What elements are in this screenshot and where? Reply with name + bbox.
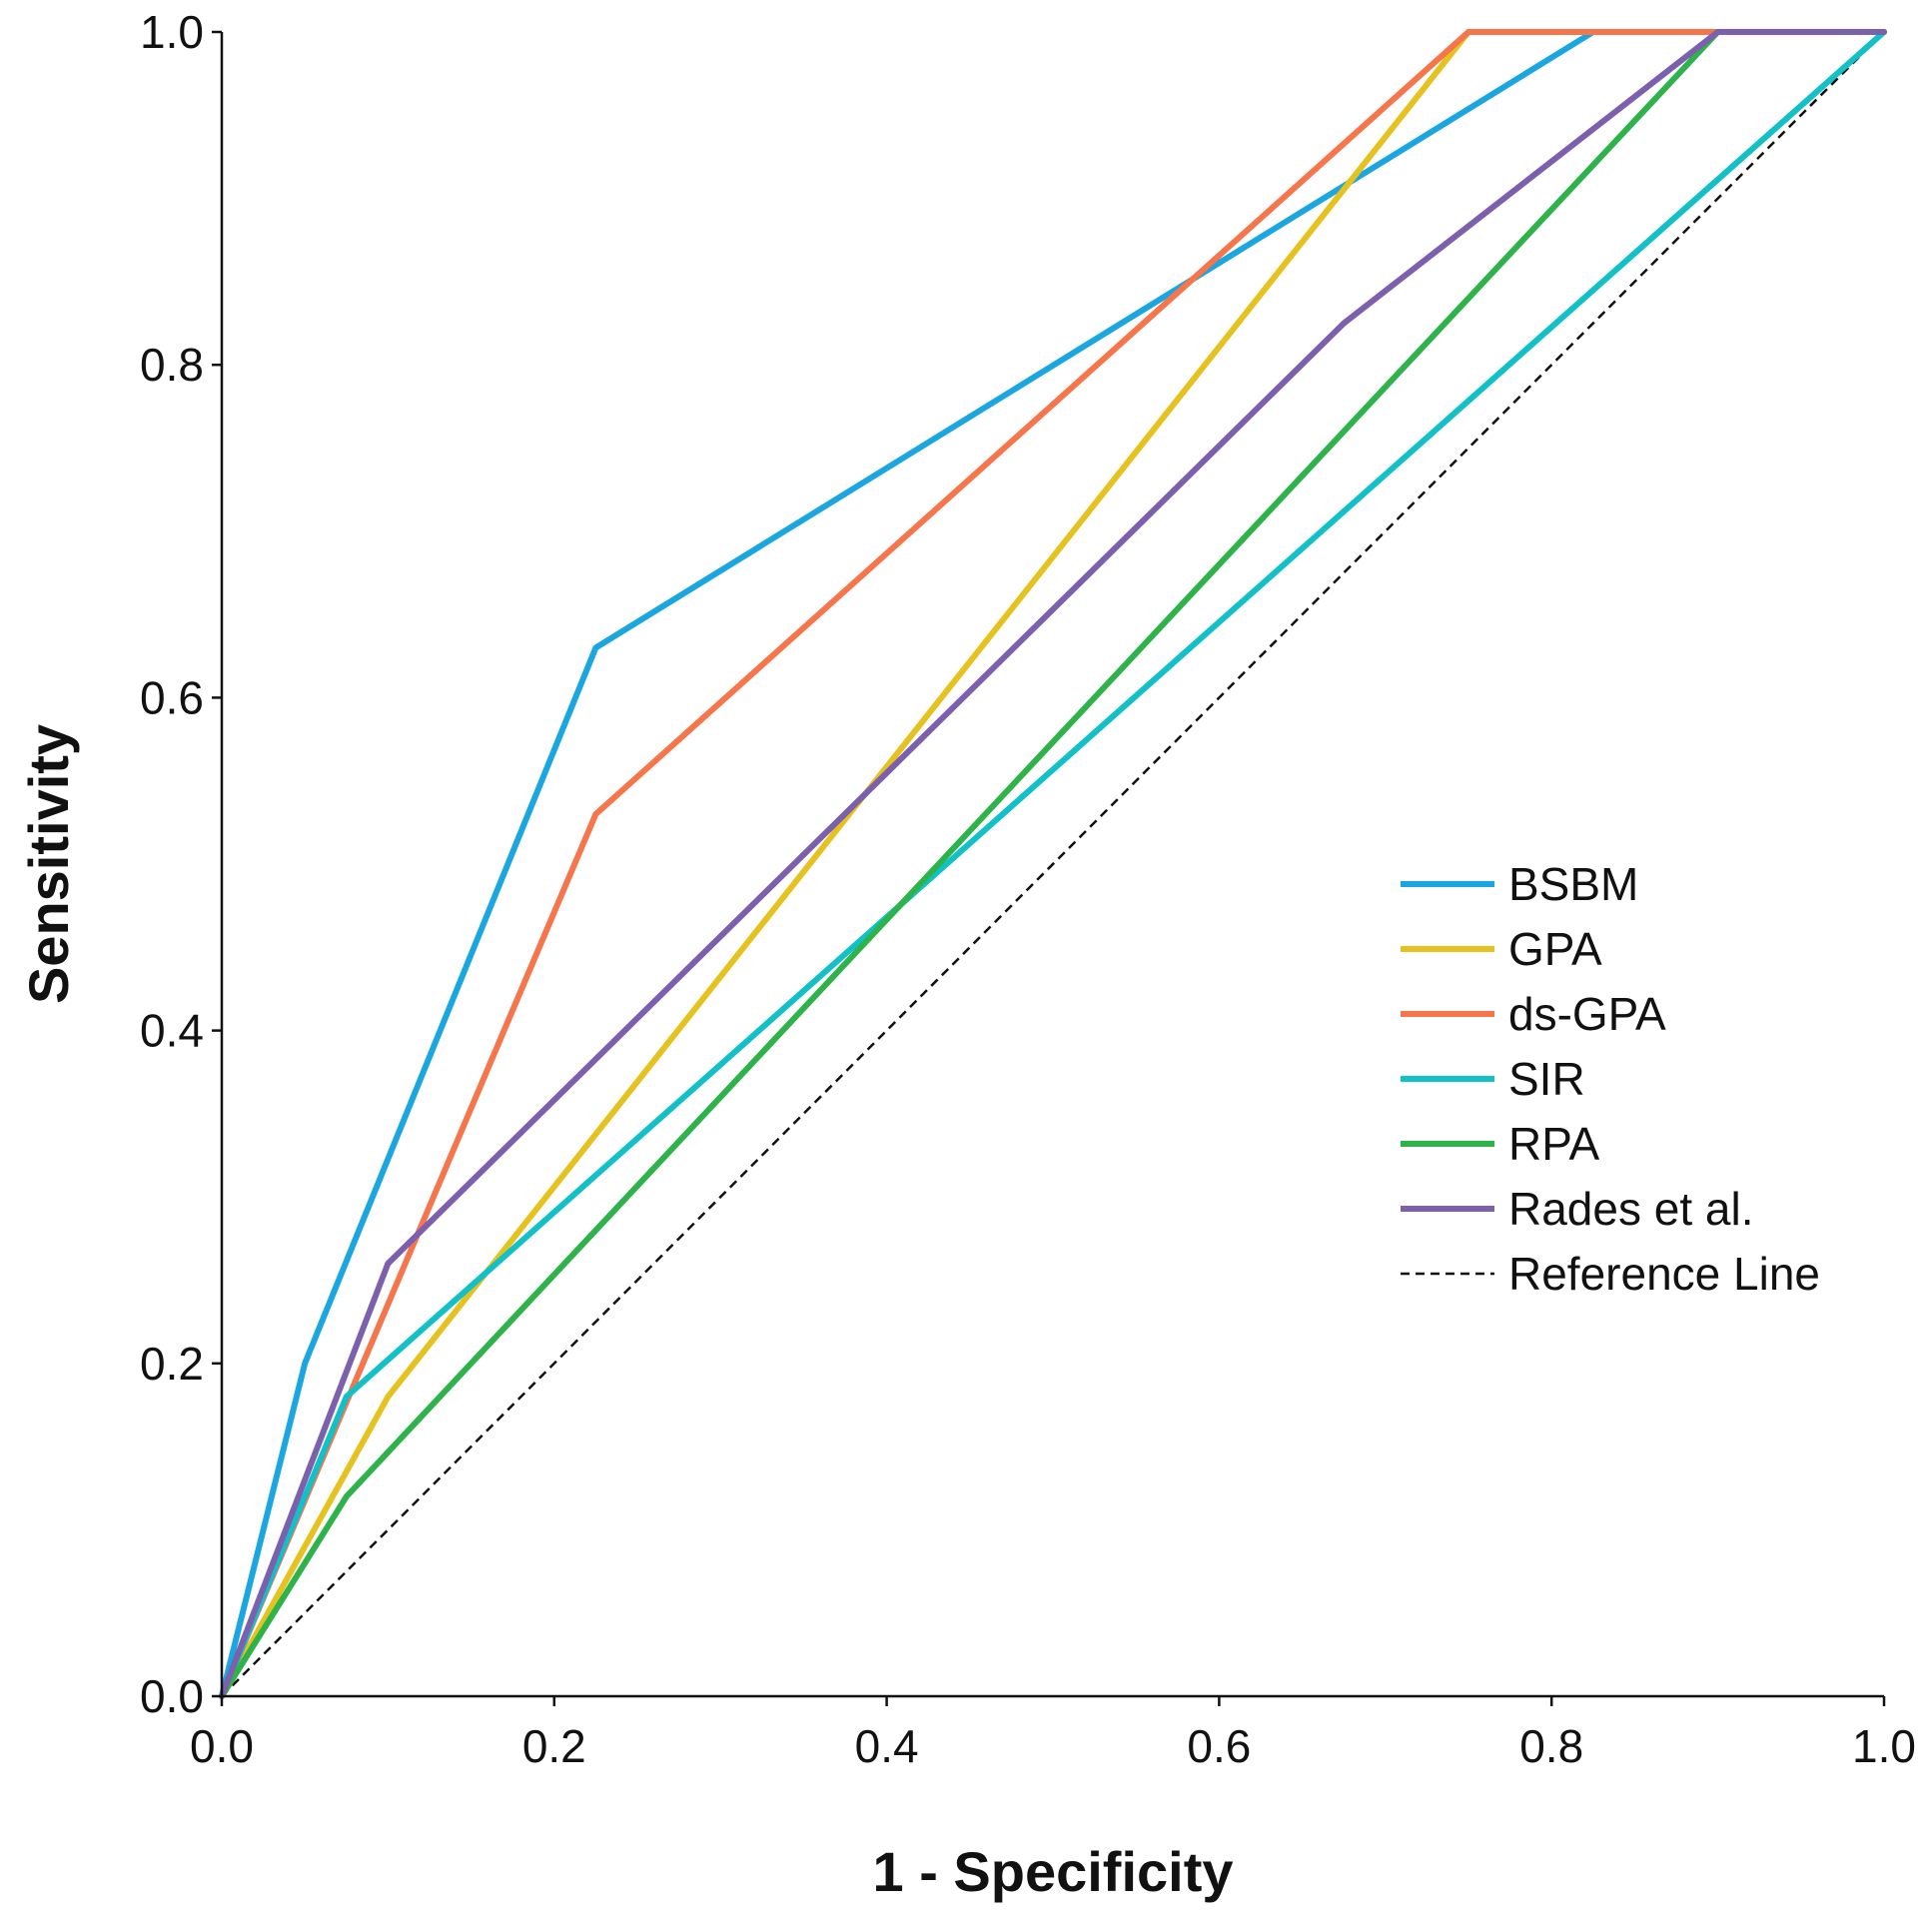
y-axis-title: Sensitivity — [17, 724, 80, 1004]
legend-label-bsbm: BSBM — [1508, 858, 1638, 910]
series-layer — [219, 29, 1887, 1699]
legend-label-rades-et-al: Rades et al. — [1508, 1183, 1753, 1235]
y-tick-label: 0.0 — [140, 1670, 204, 1722]
y-tick-label: 0.2 — [140, 1338, 204, 1390]
legend: BSBM GPA ds-GPA SIR RPA Rades et al. Reference… — [1401, 858, 1820, 1300]
x-axis-title: 1 - Specificity — [872, 1840, 1233, 1903]
y-tick-label: 0.4 — [140, 1005, 204, 1057]
legend-label-ds-gpa: ds-GPA — [1508, 988, 1666, 1040]
y-tick-label: 1.0 — [140, 6, 204, 58]
y-tick-label: 0.8 — [140, 339, 204, 391]
x-tick-label: 0.4 — [855, 1720, 919, 1772]
legend-label-rpa: RPA — [1508, 1118, 1599, 1170]
legend-label-sir: SIR — [1508, 1053, 1585, 1105]
ticks-layer: 0.0 0.2 0.4 0.6 0.8 1.0 0.0 0.2 0.4 0.6 0.8 1.0 — [140, 6, 1916, 1772]
x-tick-label: 0.2 — [522, 1720, 586, 1772]
legend-label-reference-line: Reference Line — [1508, 1248, 1820, 1300]
y-tick-label: 0.6 — [140, 671, 204, 723]
x-tick-label: 0.0 — [190, 1720, 254, 1772]
legend-label-gpa: GPA — [1508, 923, 1602, 975]
x-tick-label: 0.8 — [1519, 1720, 1583, 1772]
x-tick-label: 0.6 — [1187, 1720, 1251, 1772]
series-line-reference-line — [221, 31, 1885, 1697]
series-line-rades-et-al — [219, 29, 1887, 1699]
x-tick-label: 1.0 — [1852, 1720, 1916, 1772]
series-line-ds-gpa — [219, 29, 1887, 1699]
